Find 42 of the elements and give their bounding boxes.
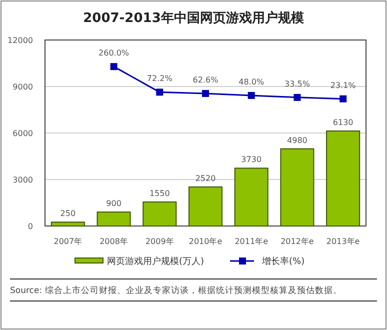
x-tick-label: 2007年 bbox=[54, 237, 82, 246]
point bbox=[340, 95, 347, 102]
point bbox=[294, 94, 301, 101]
data-label: 62.6% bbox=[192, 75, 219, 84]
data-label: 48.0% bbox=[238, 77, 264, 86]
data-label: 1550 bbox=[149, 188, 170, 198]
data-label: 23.1% bbox=[330, 80, 356, 90]
bar bbox=[96, 212, 131, 226]
x-tick-label: 2010年e bbox=[188, 237, 222, 246]
data-label: 2520 bbox=[195, 174, 216, 183]
source-note: Source: 综合上市公司财报、企业及专家访谈，根据统计预测模型核算及预估数据。 bbox=[10, 285, 342, 296]
point bbox=[110, 63, 118, 70]
bar bbox=[280, 148, 314, 226]
y-tick-label: 9000 bbox=[12, 82, 33, 92]
y-tick-label: 6000 bbox=[12, 129, 33, 138]
legend-label: 增长率(%) bbox=[261, 256, 305, 267]
chart-title: 2007-2013年中国网页游戏用户规模 bbox=[83, 10, 304, 26]
data-label: 3730 bbox=[241, 155, 262, 164]
legend-label: 网页游戏用户规模(万人) bbox=[107, 256, 204, 267]
data-label: 900 bbox=[106, 199, 122, 208]
data-label: 72.2% bbox=[146, 74, 173, 84]
x-tick-label: 2011年e bbox=[234, 237, 268, 246]
x-tick-label: 2009年 bbox=[145, 237, 174, 246]
y-tick-label: 12000 bbox=[8, 36, 33, 45]
bar bbox=[326, 130, 360, 226]
point bbox=[202, 90, 209, 97]
x-tick-label: 2008年 bbox=[100, 237, 128, 246]
data-label: 250 bbox=[60, 209, 76, 218]
point bbox=[248, 92, 255, 99]
y-tick-label: 0 bbox=[28, 222, 33, 231]
bar bbox=[188, 186, 223, 226]
bar bbox=[234, 168, 268, 226]
point bbox=[156, 88, 164, 96]
data-label: 260.0% bbox=[98, 48, 130, 58]
y-tick-label: 3000 bbox=[12, 176, 33, 184]
data-label: 33.5% bbox=[284, 79, 310, 88]
x-tick-label: 2012年e bbox=[280, 237, 314, 246]
data-label: 4980 bbox=[287, 136, 308, 145]
bar bbox=[142, 201, 177, 226]
bar bbox=[50, 222, 85, 226]
data-label: 6130 bbox=[332, 118, 354, 127]
x-tick-label: 2013年e bbox=[326, 237, 360, 246]
